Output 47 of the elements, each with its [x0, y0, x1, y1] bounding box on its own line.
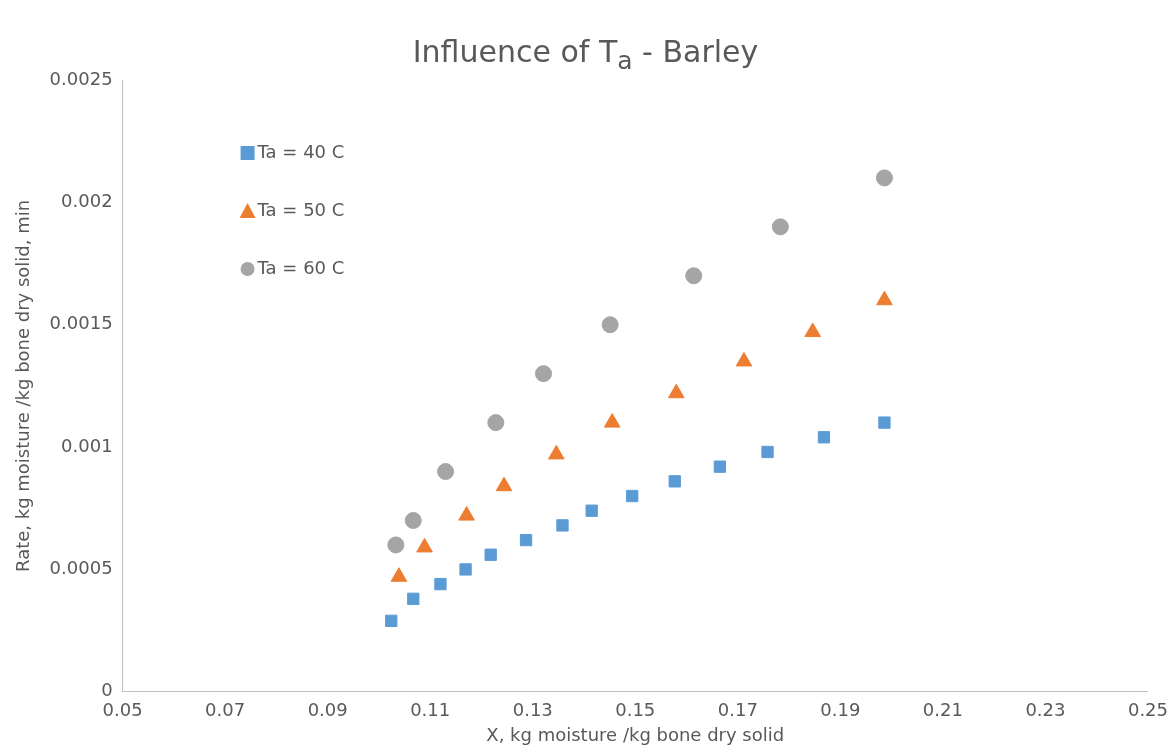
- y-tick-label: 0.0025: [49, 67, 113, 89]
- point: [519, 533, 533, 547]
- x-tick-label: 0.17: [717, 699, 758, 721]
- legend-label: Ta = 40 C: [256, 140, 345, 162]
- point: [626, 489, 639, 503]
- point: [817, 431, 831, 444]
- y-axis-title: Rate, kg moisture /kg bone dry solid, min: [12, 199, 34, 572]
- point: [458, 506, 475, 521]
- legend-label: Ta = 60 C: [256, 256, 345, 278]
- point: [713, 460, 727, 473]
- x-tick-label: 0.19: [820, 699, 861, 721]
- x-tick-label: 0.21: [922, 699, 963, 721]
- point: [556, 519, 569, 532]
- y-tick-label: 0: [101, 679, 113, 701]
- point: [385, 614, 398, 627]
- chart-title: Influence of T$_{a}$ - Barley: [412, 34, 759, 75]
- y-tick-label: 0.0005: [49, 557, 113, 579]
- y-tick-label: 0.002: [61, 190, 113, 212]
- x-axis-title: X, kg moisture /kg bone dry solid: [486, 723, 785, 745]
- x-tick-label: 0.11: [410, 699, 451, 721]
- point: [875, 169, 893, 187]
- point: [878, 416, 891, 429]
- point: [685, 267, 703, 285]
- x-tick-label: 0.05: [102, 699, 143, 721]
- x-tick-label: 0.07: [205, 699, 246, 721]
- point: [437, 463, 455, 481]
- point: [387, 536, 405, 554]
- point: [771, 218, 789, 236]
- point: [404, 512, 422, 529]
- y-tick-label: 0.001: [61, 434, 113, 456]
- point: [668, 475, 681, 488]
- point: [459, 563, 472, 576]
- x-tick-label: 0.15: [615, 699, 656, 721]
- y-tick-label: 0.0015: [49, 312, 113, 334]
- x-tick-label: 0.13: [512, 699, 553, 721]
- x-tick-label: 0.09: [307, 699, 348, 721]
- point: [407, 592, 420, 605]
- point: [535, 365, 552, 383]
- point: [761, 445, 774, 459]
- point: [434, 577, 447, 591]
- x-tick-label: 0.25: [1127, 699, 1168, 721]
- legend-label: Ta = 50 C: [256, 198, 345, 220]
- point: [601, 316, 619, 334]
- point: [585, 504, 598, 517]
- point: [484, 548, 497, 561]
- point: [487, 414, 505, 432]
- x-tick-label: 0.23: [1025, 699, 1066, 721]
